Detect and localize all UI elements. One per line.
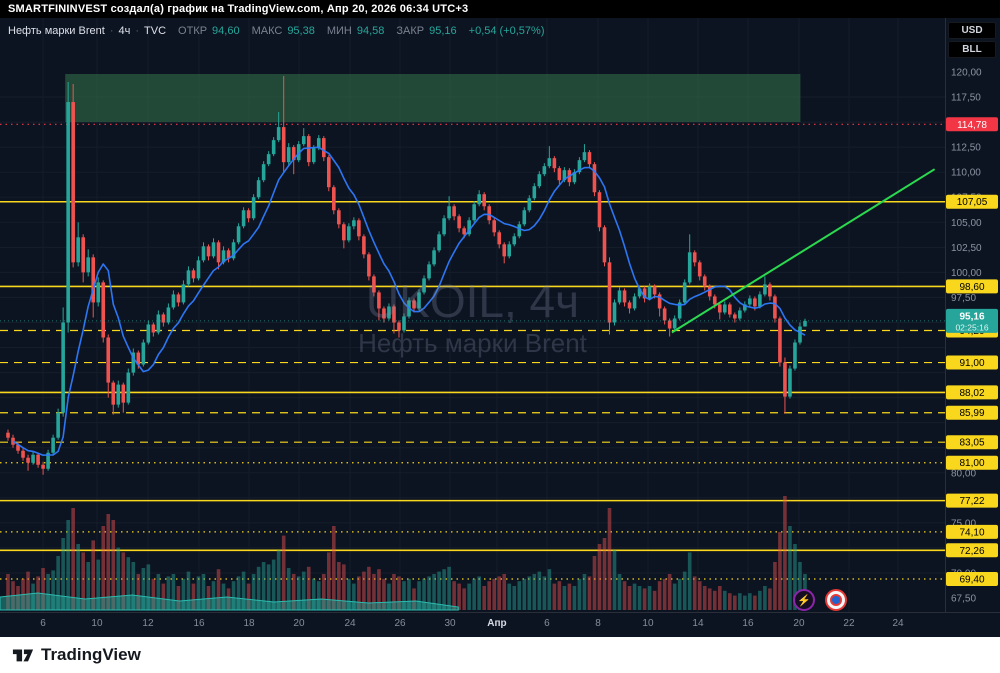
svg-text:107,05: 107,05: [957, 197, 988, 208]
boost-button[interactable]: ⚡: [793, 589, 815, 611]
interval-label[interactable]: 4ч: [118, 25, 131, 37]
time-axis: 6 10 12 16 18 20 24 26 30 Апр 6 8 10 14 16 20 22 24: [0, 612, 1000, 629]
price-axis: 120,00117,50112,50110,00107,50105,00102,…: [945, 18, 1000, 637]
price-chart-canvas[interactable]: 120,00117,50112,50110,00107,50105,00102,…: [0, 18, 1000, 637]
svg-text:88,02: 88,02: [959, 388, 984, 399]
svg-text:81,00: 81,00: [959, 458, 984, 469]
high-label: МАКС: [251, 25, 283, 37]
legend-separator: ·: [135, 25, 140, 37]
svg-text:6: 6: [544, 618, 550, 629]
svg-text:24: 24: [344, 618, 356, 629]
svg-text:72,26: 72,26: [959, 546, 984, 557]
price-axis-unit-toggle: USD BLL: [948, 22, 996, 60]
svg-text:75,00: 75,00: [951, 518, 976, 529]
svg-text:20: 20: [793, 618, 805, 629]
target-icon: [830, 594, 842, 606]
low-label: МИН: [326, 25, 352, 37]
svg-text:14: 14: [692, 618, 704, 629]
svg-text:80,00: 80,00: [951, 468, 976, 479]
svg-text:16: 16: [742, 618, 754, 629]
candles: [6, 76, 807, 475]
svg-text:69,40: 69,40: [959, 574, 984, 585]
svg-text:16: 16: [193, 618, 205, 629]
svg-text:30: 30: [444, 618, 456, 629]
svg-text:Апр: Апр: [487, 618, 506, 629]
tradingview-wordmark[interactable]: TradingView: [41, 645, 141, 664]
svg-text:26: 26: [394, 618, 406, 629]
symbol-legend[interactable]: Нефть марки Brent · 4ч · TVC ОТКР 94,60 …: [8, 25, 545, 37]
svg-text:120,00: 120,00: [951, 68, 982, 79]
bottom-overlay-area: [0, 592, 459, 611]
tradingview-logo-icon[interactable]: [12, 644, 34, 666]
lightning-icon: ⚡: [797, 594, 811, 607]
legend-separator: ·: [109, 25, 114, 37]
chart-area: 120,00117,50112,50110,00107,50105,00102,…: [0, 18, 1000, 637]
reaction-button[interactable]: [825, 589, 847, 611]
svg-text:12: 12: [142, 618, 154, 629]
svg-text:10: 10: [642, 618, 654, 629]
footer-bar: TradingView: [0, 637, 1000, 673]
svg-text:20: 20: [293, 618, 305, 629]
moving-average-line: [12, 146, 806, 457]
svg-text:95,16: 95,16: [959, 311, 984, 322]
svg-text:6: 6: [40, 618, 46, 629]
svg-text:91,00: 91,00: [959, 358, 984, 369]
open-label: ОТКР: [178, 25, 208, 37]
svg-text:117,50: 117,50: [951, 93, 981, 104]
currency-button[interactable]: USD: [948, 22, 996, 39]
top-bar: SMARTFININVEST создал(а) график на Tradi…: [0, 0, 1000, 18]
trend-line: [671, 168, 936, 334]
svg-text:105,00: 105,00: [951, 218, 982, 229]
symbol-title[interactable]: Нефть марки Brent: [8, 25, 105, 37]
close-label: ЗАКР: [396, 25, 425, 37]
open-value: 94,60: [212, 25, 240, 37]
svg-text:110,00: 110,00: [951, 168, 981, 179]
svg-text:85,99: 85,99: [959, 408, 984, 419]
high-value: 95,38: [287, 25, 315, 37]
close-value: 95,16: [429, 25, 457, 37]
svg-text:67,50: 67,50: [951, 594, 976, 605]
svg-text:112,50: 112,50: [951, 143, 981, 154]
svg-text:83,05: 83,05: [959, 438, 984, 449]
low-value: 94,58: [356, 25, 385, 37]
exchange-label: TVC: [144, 25, 167, 37]
level-lines: [0, 123, 945, 580]
svg-text:100,00: 100,00: [951, 268, 982, 279]
svg-text:18: 18: [243, 618, 255, 629]
svg-text:74,10: 74,10: [959, 527, 984, 538]
chart-attribution-text: SMARTFININVEST создал(а) график на Tradi…: [8, 3, 469, 15]
change-value: +0,54 (+0,57%): [468, 25, 545, 37]
svg-text:97,50: 97,50: [951, 293, 976, 304]
supply-zone: [65, 74, 801, 123]
svg-text:22: 22: [843, 618, 855, 629]
unit-button[interactable]: BLL: [948, 41, 996, 58]
svg-text:114,78: 114,78: [957, 120, 987, 131]
svg-text:102,50: 102,50: [951, 243, 982, 254]
svg-text:24: 24: [892, 618, 904, 629]
svg-text:10: 10: [91, 618, 103, 629]
svg-text:02:25:16: 02:25:16: [955, 322, 988, 332]
svg-text:8: 8: [595, 618, 601, 629]
svg-text:98,60: 98,60: [959, 282, 984, 293]
svg-text:77,22: 77,22: [959, 496, 984, 507]
